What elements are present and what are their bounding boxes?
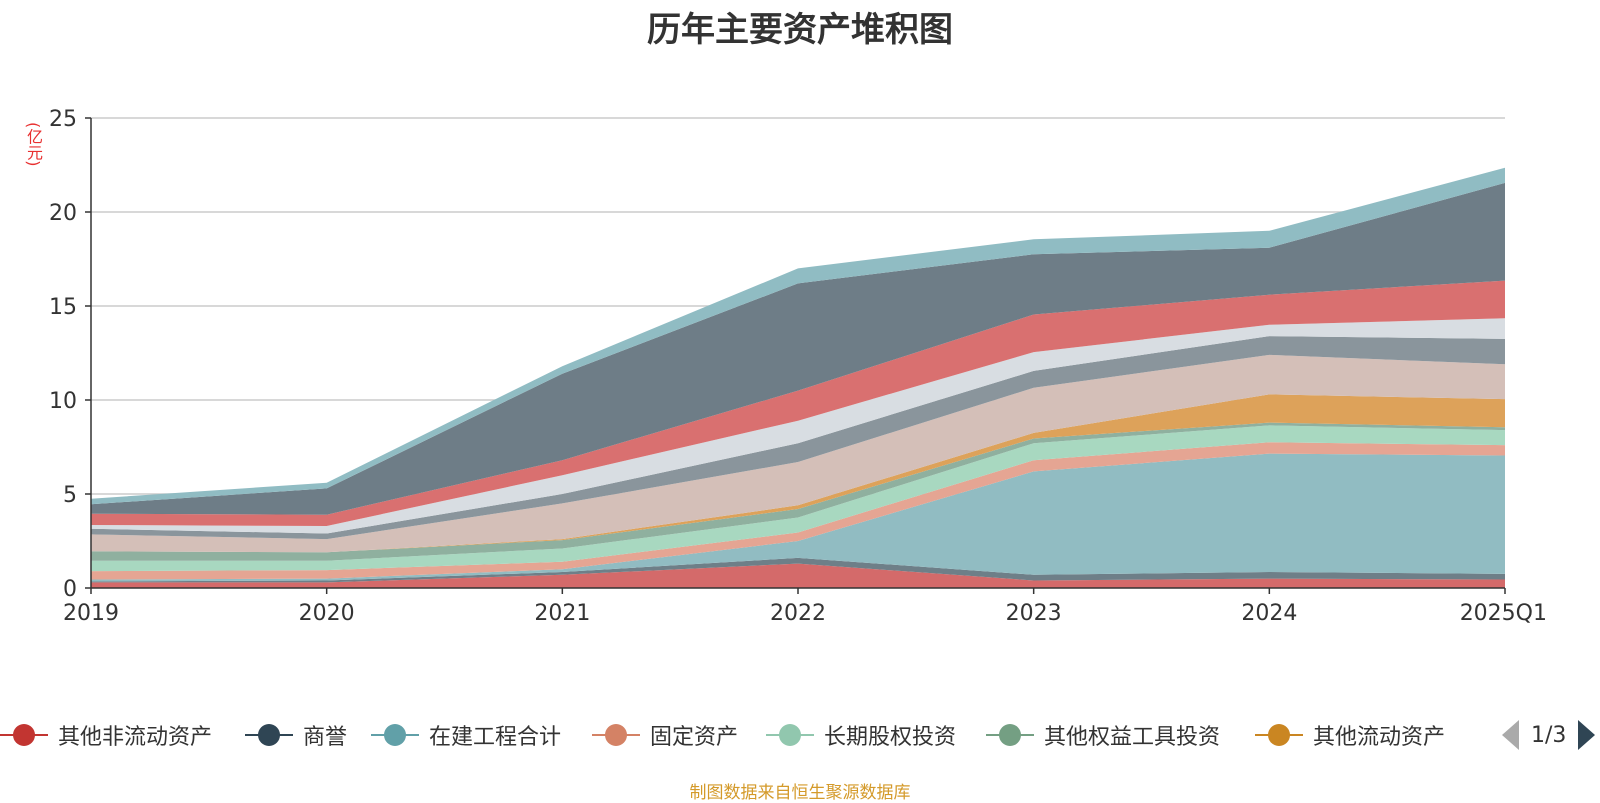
area-series — [91, 167, 1505, 588]
area-series-1[interactable] — [91, 557, 1505, 583]
area-series-4[interactable] — [91, 425, 1505, 572]
axes: 0 5 10 15 20 25 2019 2020 2021 2022 2023 2024 2025Q1 — [49, 107, 1547, 626]
y-tick-label: 10 — [49, 389, 77, 414]
legend-item[interactable]: 在建工程合计 — [371, 718, 561, 752]
legend-page-indicator: 1/3 — [1531, 722, 1567, 748]
legend-prev-page-icon[interactable] — [1502, 720, 1519, 750]
area-series-6[interactable] — [91, 394, 1505, 553]
y-tick-label: 20 — [49, 201, 77, 226]
legend-marker-icon — [986, 718, 1034, 752]
legend-marker-icon — [766, 718, 814, 752]
y-axis-unit-label: (亿元) — [24, 122, 43, 167]
chart-title: 历年主要资产堆积图 — [647, 10, 953, 50]
legend-item[interactable]: 固定资产 — [592, 718, 738, 752]
y-tick-label: 25 — [49, 107, 77, 132]
y-tick-label: 15 — [49, 295, 77, 320]
legend-pager: 1/3 — [1502, 718, 1596, 752]
x-tick-label: 2022 — [770, 601, 826, 626]
legend-marker-icon — [592, 718, 640, 752]
area-series-8[interactable] — [91, 336, 1505, 540]
legend-label: 长期股权投资 — [824, 725, 957, 750]
legend-marker-icon — [1255, 718, 1303, 752]
data-source-note: 制图数据来自恒生聚源数据库 — [689, 783, 911, 803]
legend-item[interactable]: 其他权益工具投资 — [986, 718, 1220, 752]
area-series-11[interactable] — [91, 182, 1505, 515]
legend-marker-icon — [245, 718, 293, 752]
stacked-area-chart: 0 5 10 15 20 25 2019 2020 2021 2022 2023 2024 2025Q1 — [49, 107, 1547, 626]
legend-item[interactable]: 其他流动资产 — [1255, 718, 1445, 752]
x-tick-label: 2023 — [1006, 601, 1062, 626]
legend-marker-icon — [0, 718, 48, 752]
x-tick-label: 2024 — [1241, 601, 1297, 626]
legend-label: 其他非流动资产 — [58, 725, 213, 750]
x-tick-label: 2019 — [63, 601, 119, 626]
x-tick-label: 2025Q1 — [1460, 601, 1547, 626]
legend-item[interactable]: 商誉 — [245, 718, 347, 752]
legend-label: 在建工程合计 — [429, 725, 562, 750]
legend-label: 其他流动资产 — [1313, 725, 1446, 750]
legend-item[interactable]: 其他非流动资产 — [0, 718, 212, 752]
legend-label: 固定资产 — [650, 725, 739, 750]
x-tick-label: 2021 — [534, 601, 590, 626]
legend-label: 其他权益工具投资 — [1044, 725, 1221, 750]
x-tick-label: 2020 — [299, 601, 355, 626]
area-series-2[interactable] — [91, 453, 1505, 582]
legend-item[interactable]: 长期股权投资 — [766, 718, 956, 752]
legend-label: 商誉 — [303, 725, 348, 750]
area-series-0[interactable] — [91, 563, 1505, 588]
area-series-9[interactable] — [91, 318, 1505, 534]
legend: 其他非流动资产 商誉 在建工程合计 固定资产 长期股权投资 其他权益工具投资 其他流动资产 — [0, 718, 1600, 752]
area-series-10[interactable] — [91, 280, 1505, 526]
legend-marker-icon — [371, 718, 419, 752]
legend-next-page-icon[interactable] — [1578, 720, 1596, 750]
y-tick-label: 5 — [63, 483, 77, 508]
area-series-7[interactable] — [91, 354, 1505, 553]
y-tick-label: 0 — [63, 577, 77, 602]
